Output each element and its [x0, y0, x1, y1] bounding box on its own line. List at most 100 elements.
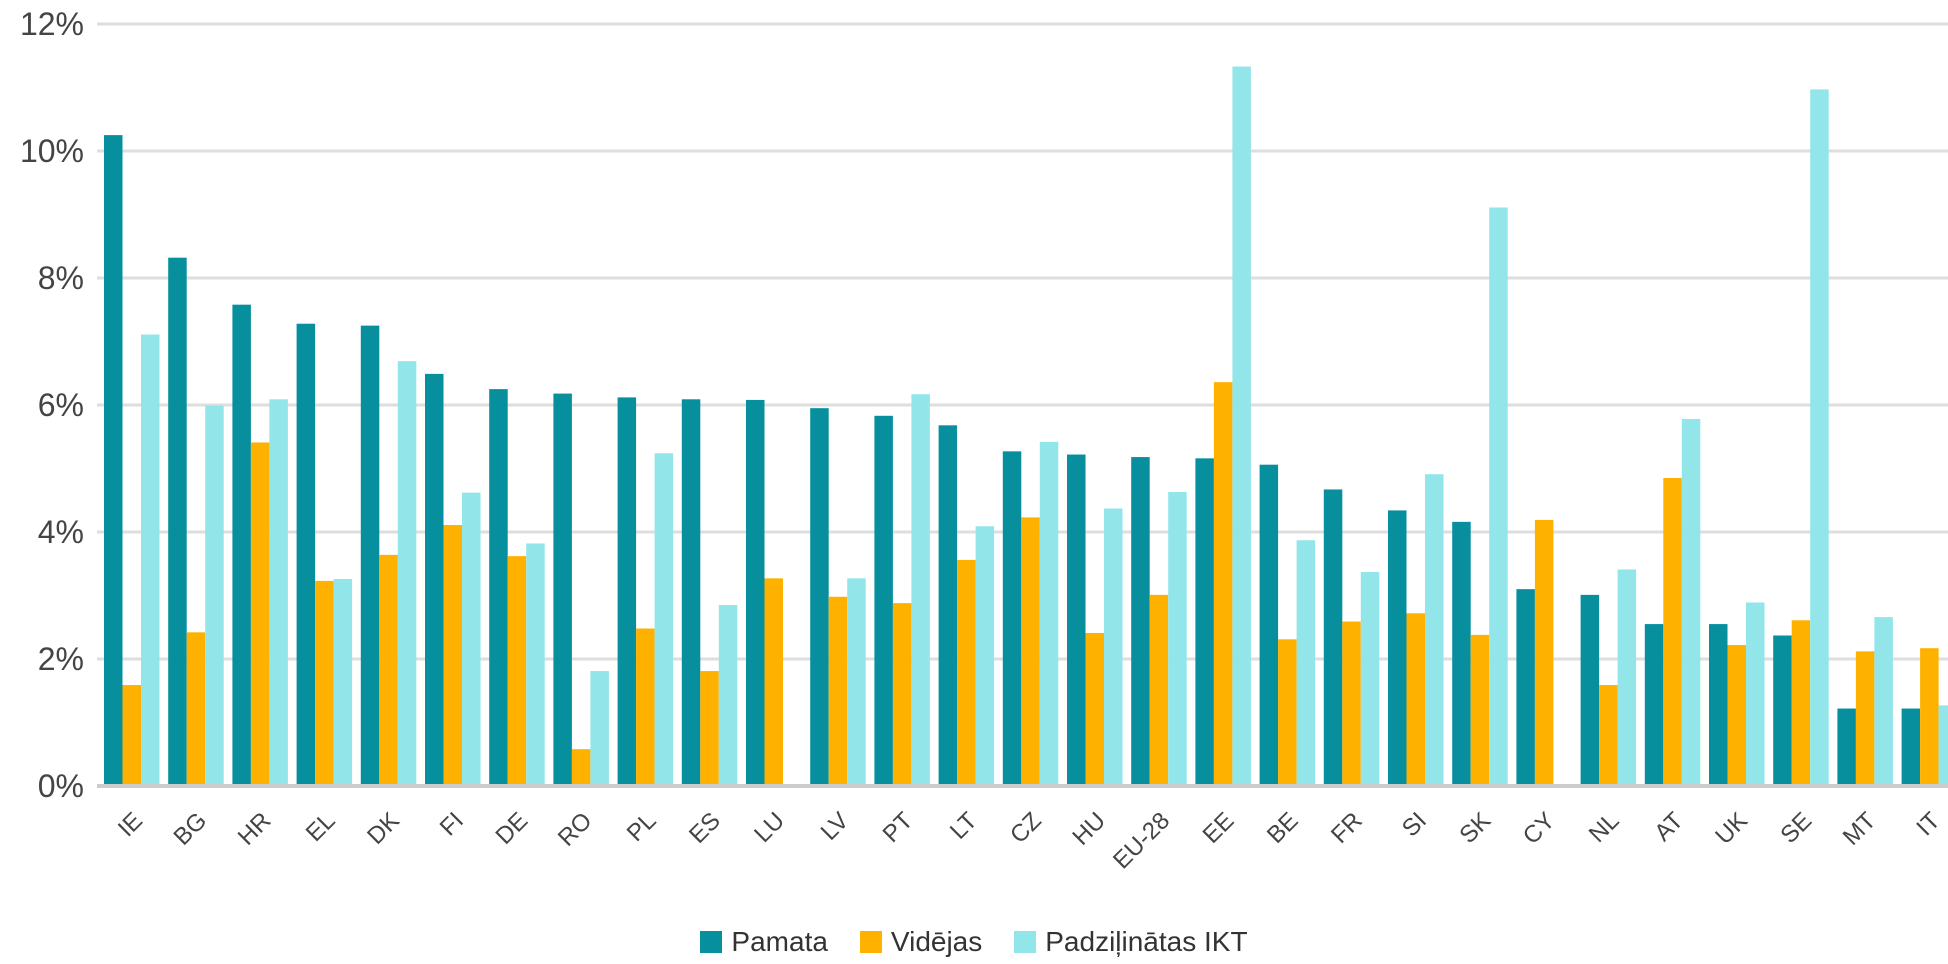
x-tick-label: RO — [553, 807, 598, 852]
bar-es-3 — [718, 605, 738, 786]
bar-cy-1 — [1516, 589, 1535, 786]
bar-mt-1 — [1837, 708, 1856, 786]
x-tick-label: FI — [435, 807, 469, 841]
x-tick-label: IT — [1911, 807, 1945, 841]
bar-it-2 — [1920, 648, 1939, 786]
bar-cz-3 — [1039, 441, 1059, 786]
bar-lt-2 — [957, 559, 976, 786]
bar-si-2 — [1406, 613, 1425, 786]
bar-pt-1 — [874, 415, 893, 786]
x-tick-label: SK — [1454, 807, 1496, 849]
bar-lu-2 — [764, 578, 783, 786]
x-tick-label: NL — [1584, 807, 1625, 848]
bar-lu-1 — [746, 399, 765, 786]
bar-fr-3 — [1360, 572, 1380, 786]
bar-nl-2 — [1599, 685, 1618, 786]
legend-swatch-pamata — [700, 931, 723, 953]
bar-se-3 — [1810, 89, 1829, 786]
bar-cz-2 — [1021, 517, 1040, 786]
x-tick-label: PL — [622, 807, 662, 847]
y-tick-label: 0% — [38, 768, 84, 804]
bar-ee-1 — [1195, 458, 1214, 786]
y-tick-label: 12% — [20, 6, 84, 42]
bar-ie-1 — [104, 135, 123, 786]
x-tick-label: IE — [113, 807, 148, 842]
legend-swatch-videjas — [859, 931, 882, 953]
legend-label-pamata: Pamata — [731, 926, 828, 957]
bar-de-1 — [489, 389, 508, 786]
legend-item-padzilinatas-ikt: Padziļinātas IKT — [1014, 926, 1248, 958]
bar-pl-2 — [636, 628, 655, 786]
legend: Pamata Vidējas Padziļinātas IKT — [0, 925, 1948, 959]
legend-label-padzilinatas-ikt: Padziļinātas IKT — [1045, 926, 1248, 957]
legend-label-videjas: Vidējas — [890, 926, 983, 957]
bar-be-3 — [1296, 540, 1316, 786]
bar-ee-2 — [1213, 382, 1233, 786]
bar-chart: 0% 2% 4% 6% 8% 10% 12% IE BG HR EL DK FI DE RO PL ES LU L… — [20, 6, 1948, 874]
x-tick-label: SI — [1397, 807, 1432, 842]
bar-se-1 — [1773, 635, 1792, 786]
y-tick-label: 10% — [20, 133, 84, 169]
y-tick-label: 8% — [38, 260, 84, 296]
x-tick-label: EU-28 — [1108, 807, 1175, 874]
bar-fi-1 — [425, 373, 444, 786]
bar-de-2 — [507, 556, 527, 786]
bar-si-3 — [1425, 474, 1444, 786]
x-tick-label: EE — [1198, 807, 1240, 849]
bar-dk-1 — [360, 325, 380, 786]
bar-es-2 — [700, 671, 719, 786]
y-tick-label: 6% — [38, 387, 84, 423]
x-tick-label: LU — [749, 807, 790, 848]
x-tick-label: FR — [1326, 807, 1368, 849]
bar-uk-3 — [1746, 602, 1765, 786]
x-tick-label: PT — [878, 807, 919, 848]
bar-nl-3 — [1617, 569, 1637, 786]
x-tick-label: LT — [945, 807, 983, 845]
bar-eu-28-1 — [1131, 457, 1150, 786]
bar-lt-3 — [975, 526, 995, 786]
bar-nl-1 — [1580, 594, 1600, 786]
bar-ro-2 — [571, 749, 591, 786]
bar-si-1 — [1388, 510, 1407, 786]
bar-ee-3 — [1232, 66, 1251, 787]
bars — [104, 66, 1948, 787]
bar-se-2 — [1791, 620, 1811, 786]
bar-hr-3 — [269, 399, 288, 786]
bar-ie-3 — [141, 334, 160, 786]
bar-hu-3 — [1104, 508, 1123, 786]
bar-hu-1 — [1067, 454, 1086, 786]
bar-hr-2 — [250, 442, 270, 786]
legend-item-videjas: Vidējas — [859, 926, 983, 958]
bar-dk-3 — [397, 361, 417, 786]
x-tick-label: UK — [1710, 807, 1753, 850]
bar-sk-3 — [1489, 207, 1508, 786]
bar-sk-1 — [1452, 521, 1471, 786]
bar-el-2 — [315, 580, 334, 786]
bar-fi-2 — [443, 525, 462, 786]
bar-uk-1 — [1709, 624, 1728, 786]
bar-mt-2 — [1855, 651, 1875, 786]
bar-bg-3 — [205, 405, 224, 786]
bar-pt-2 — [892, 603, 912, 786]
bar-bg-1 — [168, 257, 187, 786]
bar-bg-2 — [186, 632, 206, 786]
bar-sk-2 — [1470, 634, 1490, 786]
bar-dk-2 — [379, 554, 398, 786]
x-tick-label: LV — [816, 807, 855, 846]
x-tick-label: ES — [684, 807, 726, 849]
bar-at-2 — [1663, 478, 1682, 786]
bar-hr-1 — [232, 304, 251, 786]
bar-it-1 — [1901, 708, 1921, 786]
bar-pl-1 — [617, 397, 637, 786]
bar-fr-1 — [1323, 489, 1343, 786]
bar-eu-28-2 — [1149, 594, 1169, 786]
bar-at-3 — [1681, 418, 1701, 786]
bar-be-2 — [1278, 639, 1297, 786]
bar-ie-2 — [122, 685, 141, 786]
bar-uk-2 — [1727, 645, 1746, 786]
bar-hu-2 — [1085, 632, 1104, 786]
x-tick-label: DE — [491, 807, 534, 850]
bar-lt-1 — [938, 425, 958, 786]
legend-item-pamata: Pamata — [700, 926, 828, 958]
bar-be-1 — [1259, 464, 1279, 786]
